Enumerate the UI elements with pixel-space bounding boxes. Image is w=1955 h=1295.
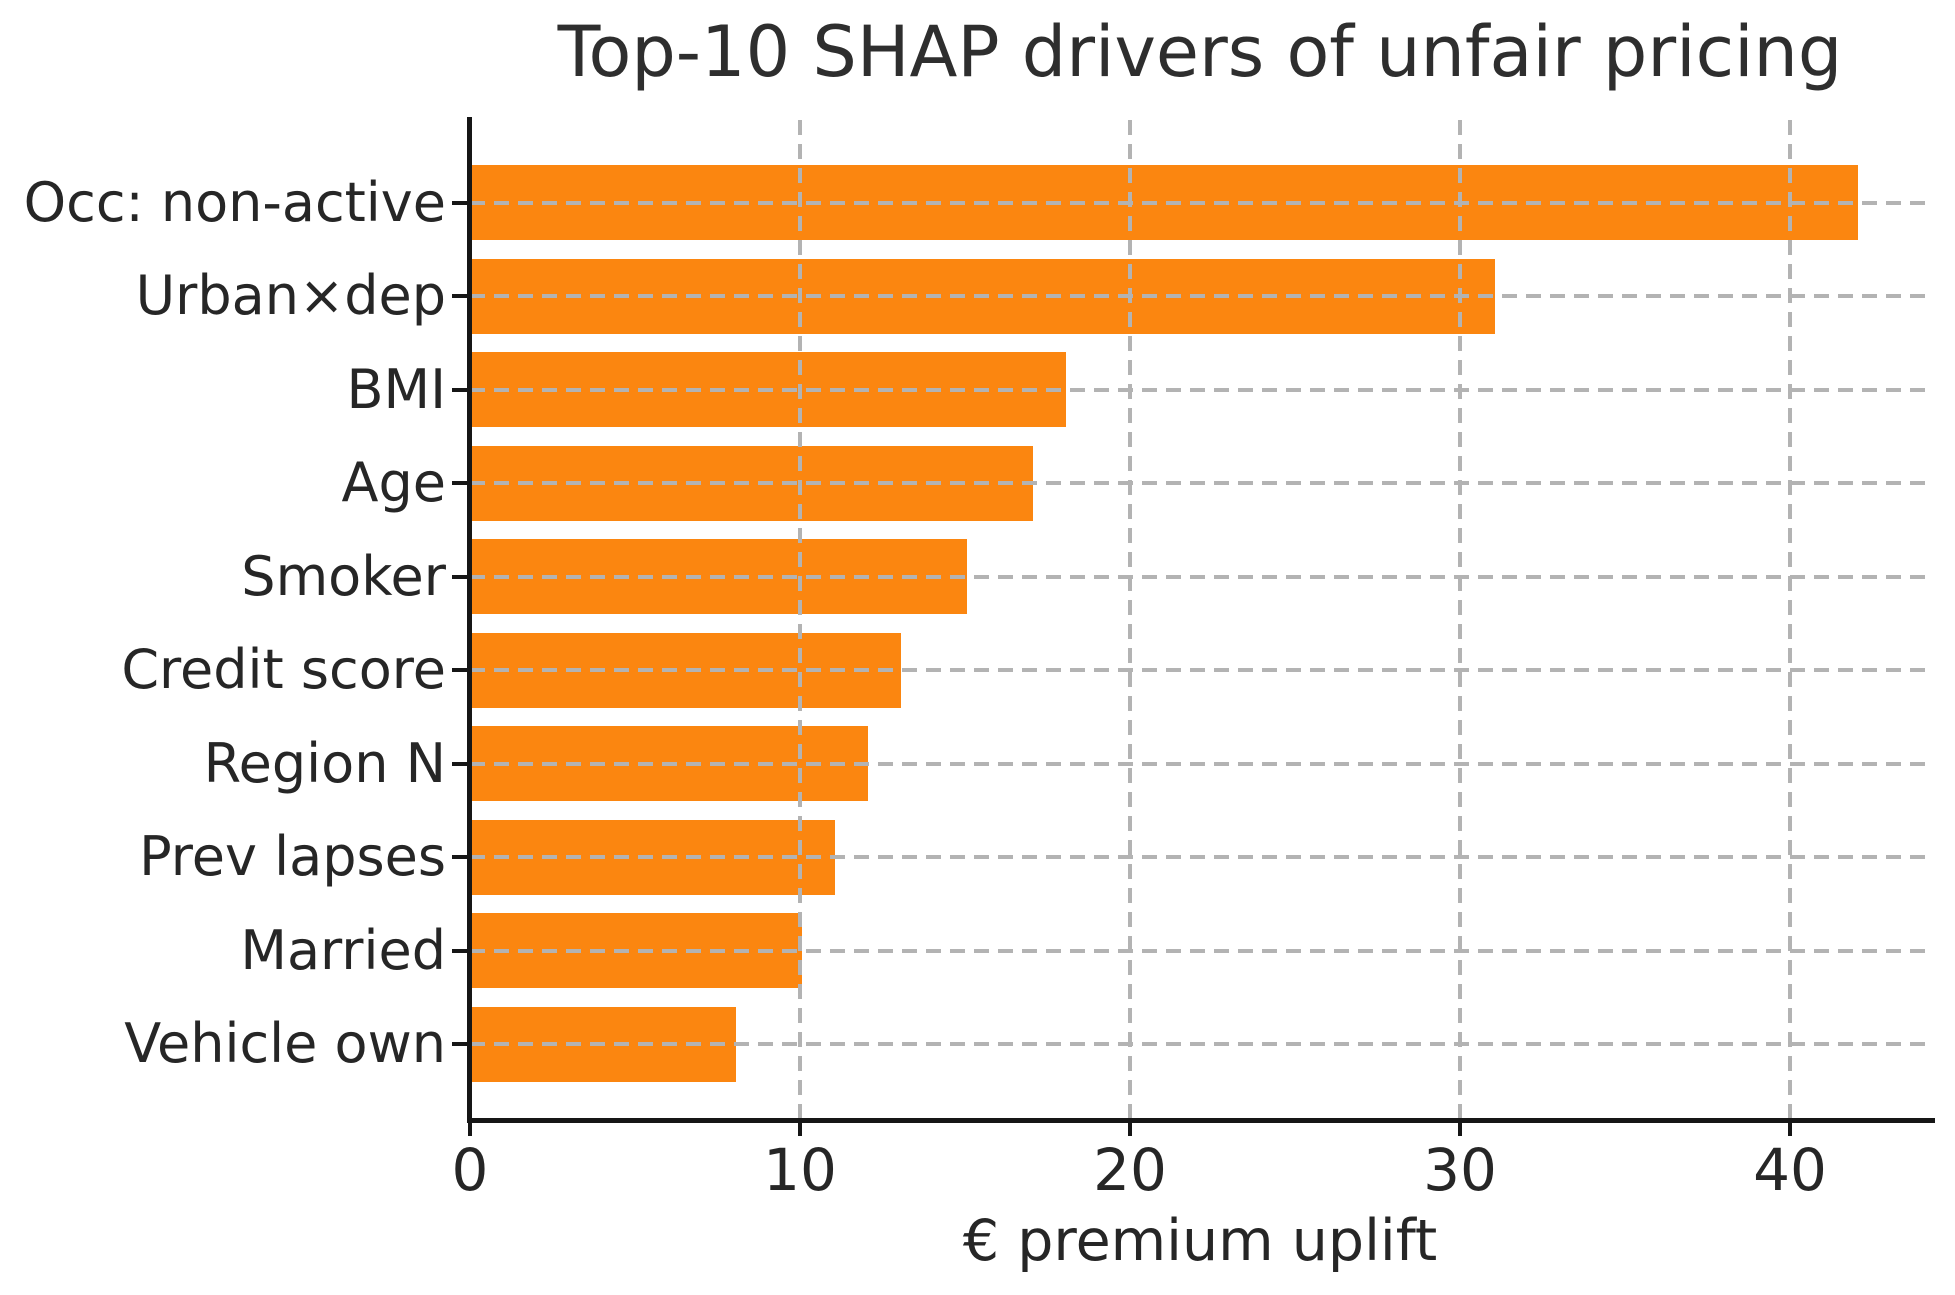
gridline-horizontal bbox=[470, 387, 1930, 392]
y-tick-mark bbox=[452, 387, 470, 392]
gridline-vertical bbox=[1458, 120, 1463, 1118]
y-tick-mark bbox=[452, 481, 470, 485]
x-tick-label: 20 bbox=[1093, 1136, 1167, 1204]
x-tick-mark bbox=[1128, 1118, 1133, 1136]
y-tick-mark bbox=[452, 855, 470, 859]
gridline-horizontal bbox=[470, 948, 1930, 953]
x-tick-mark bbox=[1458, 1118, 1463, 1136]
gridline-horizontal bbox=[470, 1042, 1930, 1046]
gridline-vertical bbox=[1128, 120, 1133, 1118]
gridline-horizontal bbox=[470, 200, 1930, 205]
gridline-horizontal bbox=[470, 481, 1930, 485]
x-axis-spine bbox=[467, 1118, 1935, 1123]
y-tick-mark bbox=[452, 761, 470, 766]
gridline-horizontal bbox=[470, 855, 1930, 859]
gridline-vertical bbox=[798, 120, 803, 1118]
x-tick-mark bbox=[1788, 1118, 1793, 1136]
y-axis-spine bbox=[467, 117, 472, 1123]
x-tick-label: 0 bbox=[451, 1136, 489, 1204]
y-tick-mark bbox=[452, 294, 470, 298]
gridline-horizontal bbox=[470, 761, 1930, 766]
x-tick-label: 40 bbox=[1753, 1136, 1827, 1204]
y-tick-label: Smoker bbox=[241, 544, 446, 608]
x-tick-label: 30 bbox=[1423, 1136, 1497, 1204]
y-tick-mark bbox=[452, 668, 470, 672]
chart-title: Top-10 SHAP drivers of unfair pricing bbox=[557, 11, 1843, 93]
x-tick-label: 10 bbox=[763, 1136, 837, 1204]
y-tick-label: Age bbox=[341, 451, 446, 514]
y-tick-mark bbox=[452, 948, 470, 953]
y-tick-label: BMI bbox=[346, 357, 446, 421]
y-tick-mark bbox=[452, 1042, 470, 1046]
x-axis-label: € premium uplift bbox=[962, 1208, 1438, 1274]
gridline-horizontal bbox=[470, 574, 1930, 579]
x-tick-mark bbox=[468, 1118, 472, 1136]
y-tick-label: Credit score bbox=[121, 638, 446, 701]
gridline-vertical bbox=[1788, 120, 1793, 1118]
y-tick-label: Occ: non-active bbox=[23, 170, 446, 234]
y-tick-label: Vehicle own bbox=[124, 1012, 446, 1075]
gridline-horizontal bbox=[470, 668, 1930, 672]
y-tick-label: Region N bbox=[203, 731, 446, 795]
y-tick-mark bbox=[452, 200, 470, 205]
y-tick-mark bbox=[452, 574, 470, 579]
y-tick-label: Married bbox=[240, 918, 446, 982]
y-tick-label: Prev lapses bbox=[139, 825, 446, 888]
gridline-horizontal bbox=[470, 294, 1930, 298]
y-tick-label: Urban×dep bbox=[135, 264, 446, 327]
x-tick-mark bbox=[798, 1118, 803, 1136]
